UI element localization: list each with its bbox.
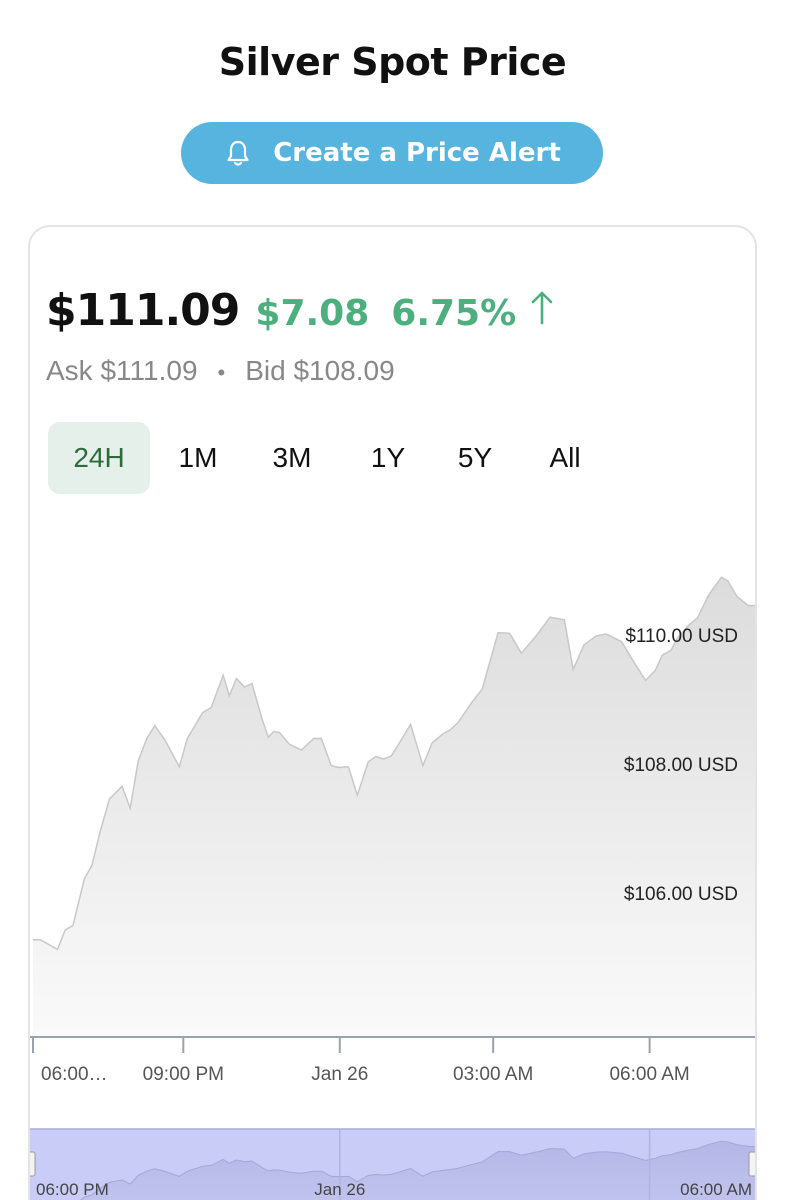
navigator-x-label: Jan 26 <box>314 1180 365 1199</box>
price-chart[interactable]: $110.00 USD $108.00 USD $106.00 USD 06:00…… <box>30 227 757 1200</box>
x-tick-label: 06:00 AM <box>609 1064 689 1085</box>
ask-bid-row: Ask $111.09 • Bid $108.09 <box>46 355 395 387</box>
arrow-up-icon <box>530 289 554 325</box>
x-tick-label: 06:00… <box>41 1064 108 1085</box>
y-tick-label: $106.00 USD <box>624 884 738 905</box>
page-title: Silver Spot Price <box>218 40 567 84</box>
navigator-left-handle[interactable] <box>30 1151 36 1177</box>
create-price-alert-button[interactable]: Create a Price Alert <box>181 122 603 184</box>
quote-row: $111.09 $7.08 6.75% <box>46 285 554 336</box>
navigator-right-handle[interactable] <box>748 1151 757 1177</box>
x-tick-label: 09:00 PM <box>143 1064 224 1085</box>
range-tab-1y[interactable]: 1Y <box>370 442 406 473</box>
y-tick-label: $108.00 USD <box>624 755 738 776</box>
spot-price: $111.09 <box>46 285 240 336</box>
range-tab-all[interactable]: All <box>549 442 581 473</box>
range-tab-24h[interactable]: 24H <box>48 422 150 494</box>
y-tick-label: $110.00 USD <box>625 626 738 647</box>
range-tab-1m[interactable]: 1M <box>178 442 218 473</box>
x-tick-label: Jan 26 <box>311 1064 368 1085</box>
separator-dot: • <box>217 360 226 385</box>
range-tab-3m[interactable]: 3M <box>272 442 312 473</box>
range-tab-5y[interactable]: 5Y <box>457 442 493 473</box>
price-card: $111.09 $7.08 6.75% Ask $111.09 • Bid $108… <box>28 225 757 1200</box>
ask-price: Ask $111.09 <box>46 355 198 386</box>
x-tick-label: 03:00 AM <box>453 1064 533 1085</box>
price-line <box>33 576 755 951</box>
bell-icon <box>223 138 253 168</box>
price-change: $7.08 <box>255 293 370 334</box>
price-change-percent: 6.75% <box>391 293 517 334</box>
price-area <box>33 577 755 1037</box>
range-selector: 24H 1M 3M 1Y 5Y All <box>48 422 618 494</box>
bid-price: Bid $108.09 <box>245 355 395 386</box>
navigator-x-label: 06:00 AM <box>680 1180 752 1199</box>
create-price-alert-label: Create a Price Alert <box>273 138 561 168</box>
navigator-x-label: 06:00 PM <box>36 1180 109 1199</box>
navigator-series <box>79 1140 755 1200</box>
